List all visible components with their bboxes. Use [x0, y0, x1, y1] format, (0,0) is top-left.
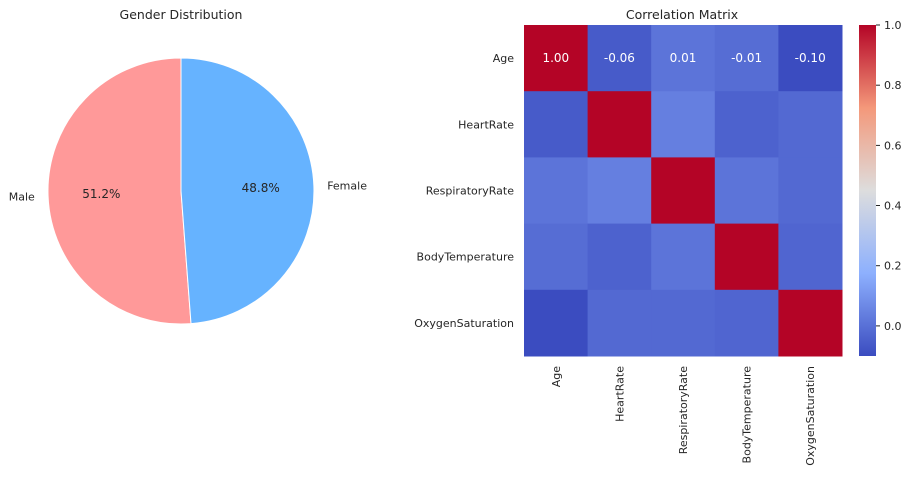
heatmap-cell — [778, 91, 843, 158]
heatmap-column-label: BodyTemperature — [741, 366, 754, 464]
heatmap-cell — [651, 157, 716, 225]
heatmap-cell-annotation: -0.06 — [604, 51, 635, 65]
heatmap-cell — [778, 25, 843, 92]
heatmap-cell-annotation: 1.00 — [542, 51, 569, 65]
heatmap-row-label: BodyTemperature — [417, 251, 515, 264]
colorbar-tick-label: 0.6 — [884, 139, 902, 152]
heatmap-cell-annotation: -0.01 — [731, 51, 762, 65]
heatmap-column-label: RespiratoryRate — [677, 366, 690, 454]
colorbar-tick-label: 0.8 — [884, 79, 902, 92]
pie-slice-male — [47, 57, 192, 325]
colorbar-tick-label: 0.0 — [884, 320, 902, 333]
heatmap-row-label: Age — [493, 52, 515, 65]
heatmap-cell — [651, 223, 716, 291]
pie-labels: Male 51.2% Female 48.8% — [9, 180, 367, 204]
heatmap-cell — [778, 289, 843, 357]
pie-percent-label: 48.8% — [242, 181, 280, 195]
heatmap-cell — [587, 157, 652, 225]
heatmap-column-labels: Age HeartRate RespiratoryRate BodyTemperatu… — [550, 366, 817, 466]
heatmap-cell — [587, 289, 652, 357]
heatmap-column-label: HeartRate — [613, 366, 626, 422]
heatmap-cell — [651, 289, 716, 357]
heatmap-cell — [524, 91, 589, 158]
colorbar-tick-label: 1.0 — [884, 19, 902, 32]
pie-chart: Gender Distribution Male 51.2% Female 48.8% — [9, 7, 367, 325]
heatmap-cell — [587, 223, 652, 291]
pie-percent-label: 51.2% — [82, 187, 120, 201]
pie-slice-female — [180, 57, 315, 325]
heatmap-cell — [778, 157, 843, 225]
heatmap-cell — [524, 289, 589, 357]
pie-category-label: Male — [9, 191, 35, 204]
colorbar-ticks: 0.0 0.2 0.4 0.6 0.8 1.0 — [876, 19, 902, 333]
heatmap-cells — [524, 25, 843, 357]
pie-chart-title: Gender Distribution — [120, 7, 243, 22]
heatmap-cell — [587, 91, 652, 158]
heatmap-cell — [714, 25, 779, 92]
heatmap-title: Correlation Matrix — [626, 7, 738, 22]
heatmap-cell — [651, 91, 716, 158]
heatmap-cell-annotation: -0.10 — [795, 51, 826, 65]
heatmap-cell — [714, 91, 779, 158]
heatmap-cell — [714, 157, 779, 225]
heatmap-cell — [524, 223, 589, 291]
heatmap-cell-annotation: 0.01 — [670, 51, 697, 65]
heatmap-cell — [714, 289, 779, 357]
heatmap-cell — [651, 25, 716, 92]
colorbar-gradient — [859, 25, 876, 356]
heatmap-row-labels: Age HeartRate RespiratoryRate BodyTemperatu… — [414, 52, 514, 330]
heatmap-cell — [587, 25, 652, 92]
colorbar: 0.0 0.2 0.4 0.6 0.8 1.0 — [859, 19, 902, 356]
heatmap-chart: Correlation Matrix 1.00 -0.06 0.01 -0.01 -0.… — [414, 7, 901, 466]
pie-category-label: Female — [327, 180, 367, 193]
heatmap-column-label: Age — [550, 366, 563, 388]
heatmap-cell — [778, 223, 843, 291]
pie-slices — [47, 57, 315, 325]
heatmap-row-label: HeartRate — [458, 118, 514, 131]
colorbar-tick-label: 0.2 — [884, 260, 902, 273]
heatmap-cell — [714, 223, 779, 291]
heatmap-row-label: RespiratoryRate — [426, 185, 514, 198]
heatmap-cell — [524, 157, 589, 225]
heatmap-annotations: 1.00 -0.06 0.01 -0.01 -0.10 — [542, 51, 825, 65]
heatmap-cell — [524, 25, 589, 92]
heatmap-column-label: OxygenSaturation — [804, 366, 817, 466]
heatmap-row-label: OxygenSaturation — [414, 317, 514, 330]
colorbar-tick-label: 0.4 — [884, 200, 902, 213]
